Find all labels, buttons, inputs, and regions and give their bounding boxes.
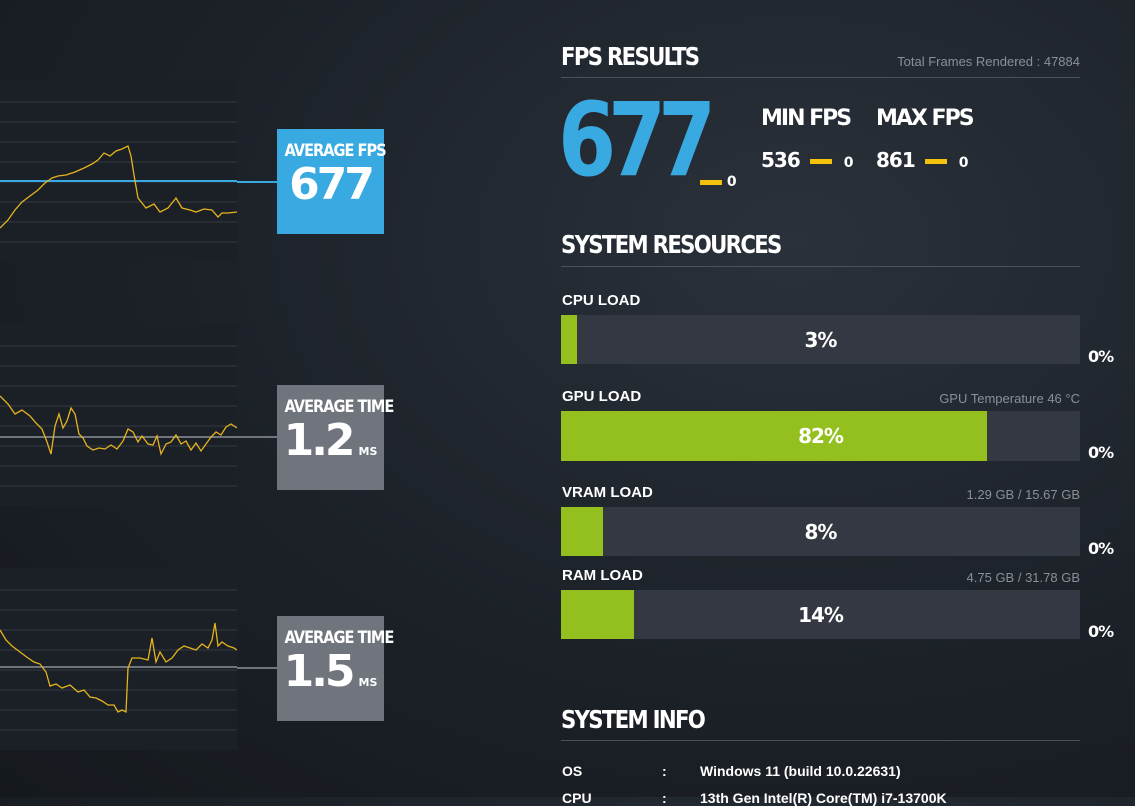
average-time-unit-1: MS [358, 445, 378, 458]
fps-line-chart [0, 80, 237, 262]
frame-time-line-chart-1 [0, 324, 237, 506]
average-fps-big: 677 [558, 81, 716, 200]
average-time-value-1: 1.2 MS [277, 419, 384, 463]
gpu-load-fill [561, 411, 987, 461]
average-time-number-2: 1.5 [283, 646, 356, 697]
frame-time-chart-panel-2 [0, 568, 237, 750]
cpu-load-fill [561, 315, 577, 364]
ram-load-side-value: 0% [1088, 622, 1114, 641]
gpu-load-label: GPU LOAD [562, 388, 642, 405]
max-fps-label: MAX FPS [876, 106, 975, 131]
gpu-load-side-value: 0% [1088, 443, 1114, 462]
system-info-value: 13th Gen Intel(R) Core(TM) i7-13700K [700, 790, 947, 806]
yellow-marker-icon [924, 159, 947, 164]
vram-load-percent: 8% [804, 519, 838, 544]
system-info-key: CPU [562, 790, 592, 806]
ram-load-label: RAM LOAD [562, 567, 643, 584]
average-time-unit-2: MS [358, 676, 378, 689]
vram-load-label: VRAM LOAD [562, 484, 653, 501]
vram-load-side-value: 0% [1088, 539, 1114, 558]
min-fps-value-row: 536 0 [761, 148, 854, 172]
system-resources-title: SYSTEM RESOURCES [561, 230, 782, 259]
frame-time-connector-2 [237, 667, 277, 669]
frame-time-chart-panel-1 [0, 324, 237, 506]
average-fps-box: AVERAGE FPS 677 [277, 129, 387, 234]
frame-time-line-chart-2 [0, 568, 237, 750]
average-time-label-2: AVERAGE TIME [284, 628, 394, 648]
cpu-load-percent: 3% [804, 327, 838, 352]
chart-background [0, 568, 237, 750]
max-fps-value: 861 [876, 148, 916, 172]
average-fps-marker-value: 0 [726, 174, 737, 190]
min-fps-marker-value: 0 [843, 155, 854, 171]
average-time-box-2: AVERAGE TIME 1.5 MS [277, 616, 394, 721]
average-fps-marker: 0 [700, 174, 737, 190]
cpu-load-bar: 3% [561, 315, 1080, 364]
fps-results-divider [561, 77, 1080, 78]
average-time-label-1: AVERAGE TIME [284, 397, 394, 417]
vram-load-bar: 8% [561, 507, 1080, 556]
chart-series-line [0, 622, 237, 714]
system-info-title: SYSTEM INFO [561, 705, 706, 734]
fps-results-title: FPS RESULTS [561, 42, 700, 71]
ram-usage: 4.75 GB / 31.78 GB [966, 570, 1080, 585]
gpu-load-percent: 82% [798, 424, 844, 448]
system-resources-divider [561, 266, 1080, 267]
gpu-load-bar: 82% [561, 411, 1080, 461]
average-time-number-1: 1.2 [283, 415, 356, 466]
yellow-marker-icon [809, 159, 832, 164]
vram-load-fill [561, 507, 603, 556]
system-info-separator: : [662, 790, 667, 806]
total-frames-rendered: Total Frames Rendered : 47884 [897, 54, 1080, 69]
chart-series-line [0, 395, 237, 456]
chart-background [0, 80, 237, 262]
ram-load-percent: 14% [798, 602, 844, 627]
vram-usage: 1.29 GB / 15.67 GB [966, 487, 1080, 502]
yellow-marker-icon [700, 179, 722, 185]
ram-load-bar: 14% [561, 590, 1080, 639]
cpu-load-label: CPU LOAD [562, 292, 641, 309]
system-info-divider [561, 740, 1080, 741]
fps-chart-panel [0, 80, 237, 262]
cpu-load-side-value: 0% [1088, 347, 1114, 366]
frame-time-connector-1 [237, 436, 277, 438]
system-info-value: Windows 11 (build 10.0.22631) [700, 763, 901, 779]
average-fps-label: AVERAGE FPS [284, 141, 386, 161]
gpu-temperature: GPU Temperature 46 °C [939, 391, 1080, 406]
system-info-key: OS [562, 763, 583, 779]
average-time-value-2: 1.5 MS [277, 650, 384, 694]
chart-background [0, 324, 237, 506]
max-fps-marker-value: 0 [958, 155, 969, 171]
ram-load-fill [561, 590, 634, 639]
chart-series-line [0, 145, 237, 229]
min-fps-value: 536 [761, 148, 801, 172]
fps-chart-connector [237, 181, 277, 183]
average-time-box-1: AVERAGE TIME 1.2 MS [277, 385, 394, 490]
average-fps-value: 677 [289, 159, 375, 210]
min-fps-label: MIN FPS [761, 106, 852, 131]
max-fps-value-row: 861 0 [876, 148, 969, 172]
system-info-separator: : [662, 763, 667, 779]
